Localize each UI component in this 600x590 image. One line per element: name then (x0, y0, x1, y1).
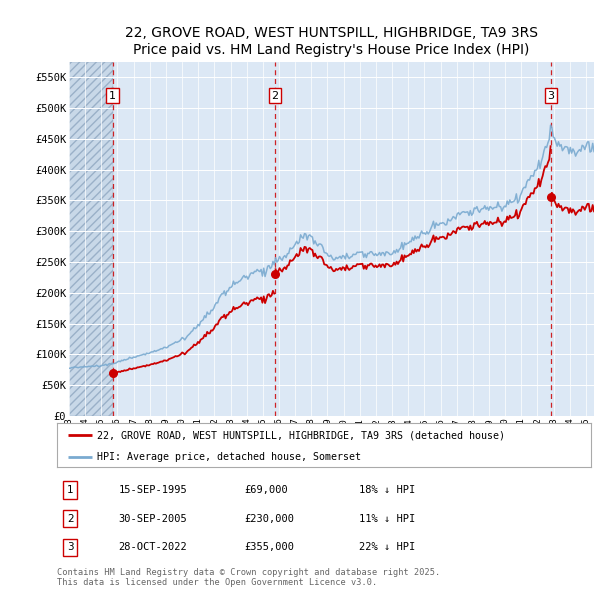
Text: 1: 1 (109, 91, 116, 100)
Text: £355,000: £355,000 (244, 542, 294, 552)
Text: 18% ↓ HPI: 18% ↓ HPI (359, 485, 415, 495)
Text: 28-OCT-2022: 28-OCT-2022 (118, 542, 187, 552)
Bar (69, 62, 113, 416)
Title: 22, GROVE ROAD, WEST HUNTSPILL, HIGHBRIDGE, TA9 3RS
Price paid vs. HM Land Regis: 22, GROVE ROAD, WEST HUNTSPILL, HIGHBRID… (125, 27, 538, 57)
Text: 2: 2 (67, 514, 74, 524)
Text: 3: 3 (547, 91, 554, 100)
Text: 11% ↓ HPI: 11% ↓ HPI (359, 514, 415, 524)
Text: HPI: Average price, detached house, Somerset: HPI: Average price, detached house, Some… (97, 452, 361, 461)
Text: Contains HM Land Registry data © Crown copyright and database right 2025.
This d: Contains HM Land Registry data © Crown c… (57, 568, 440, 587)
Text: £69,000: £69,000 (244, 485, 287, 495)
Text: 3: 3 (67, 542, 74, 552)
Text: 15-SEP-1995: 15-SEP-1995 (118, 485, 187, 495)
Text: 2: 2 (271, 91, 278, 100)
Text: 30-SEP-2005: 30-SEP-2005 (118, 514, 187, 524)
Text: 22% ↓ HPI: 22% ↓ HPI (359, 542, 415, 552)
Text: £230,000: £230,000 (244, 514, 294, 524)
Bar (69, 62, 113, 416)
Text: 1: 1 (67, 485, 74, 495)
Text: 22, GROVE ROAD, WEST HUNTSPILL, HIGHBRIDGE, TA9 3RS (detached house): 22, GROVE ROAD, WEST HUNTSPILL, HIGHBRID… (97, 431, 505, 440)
